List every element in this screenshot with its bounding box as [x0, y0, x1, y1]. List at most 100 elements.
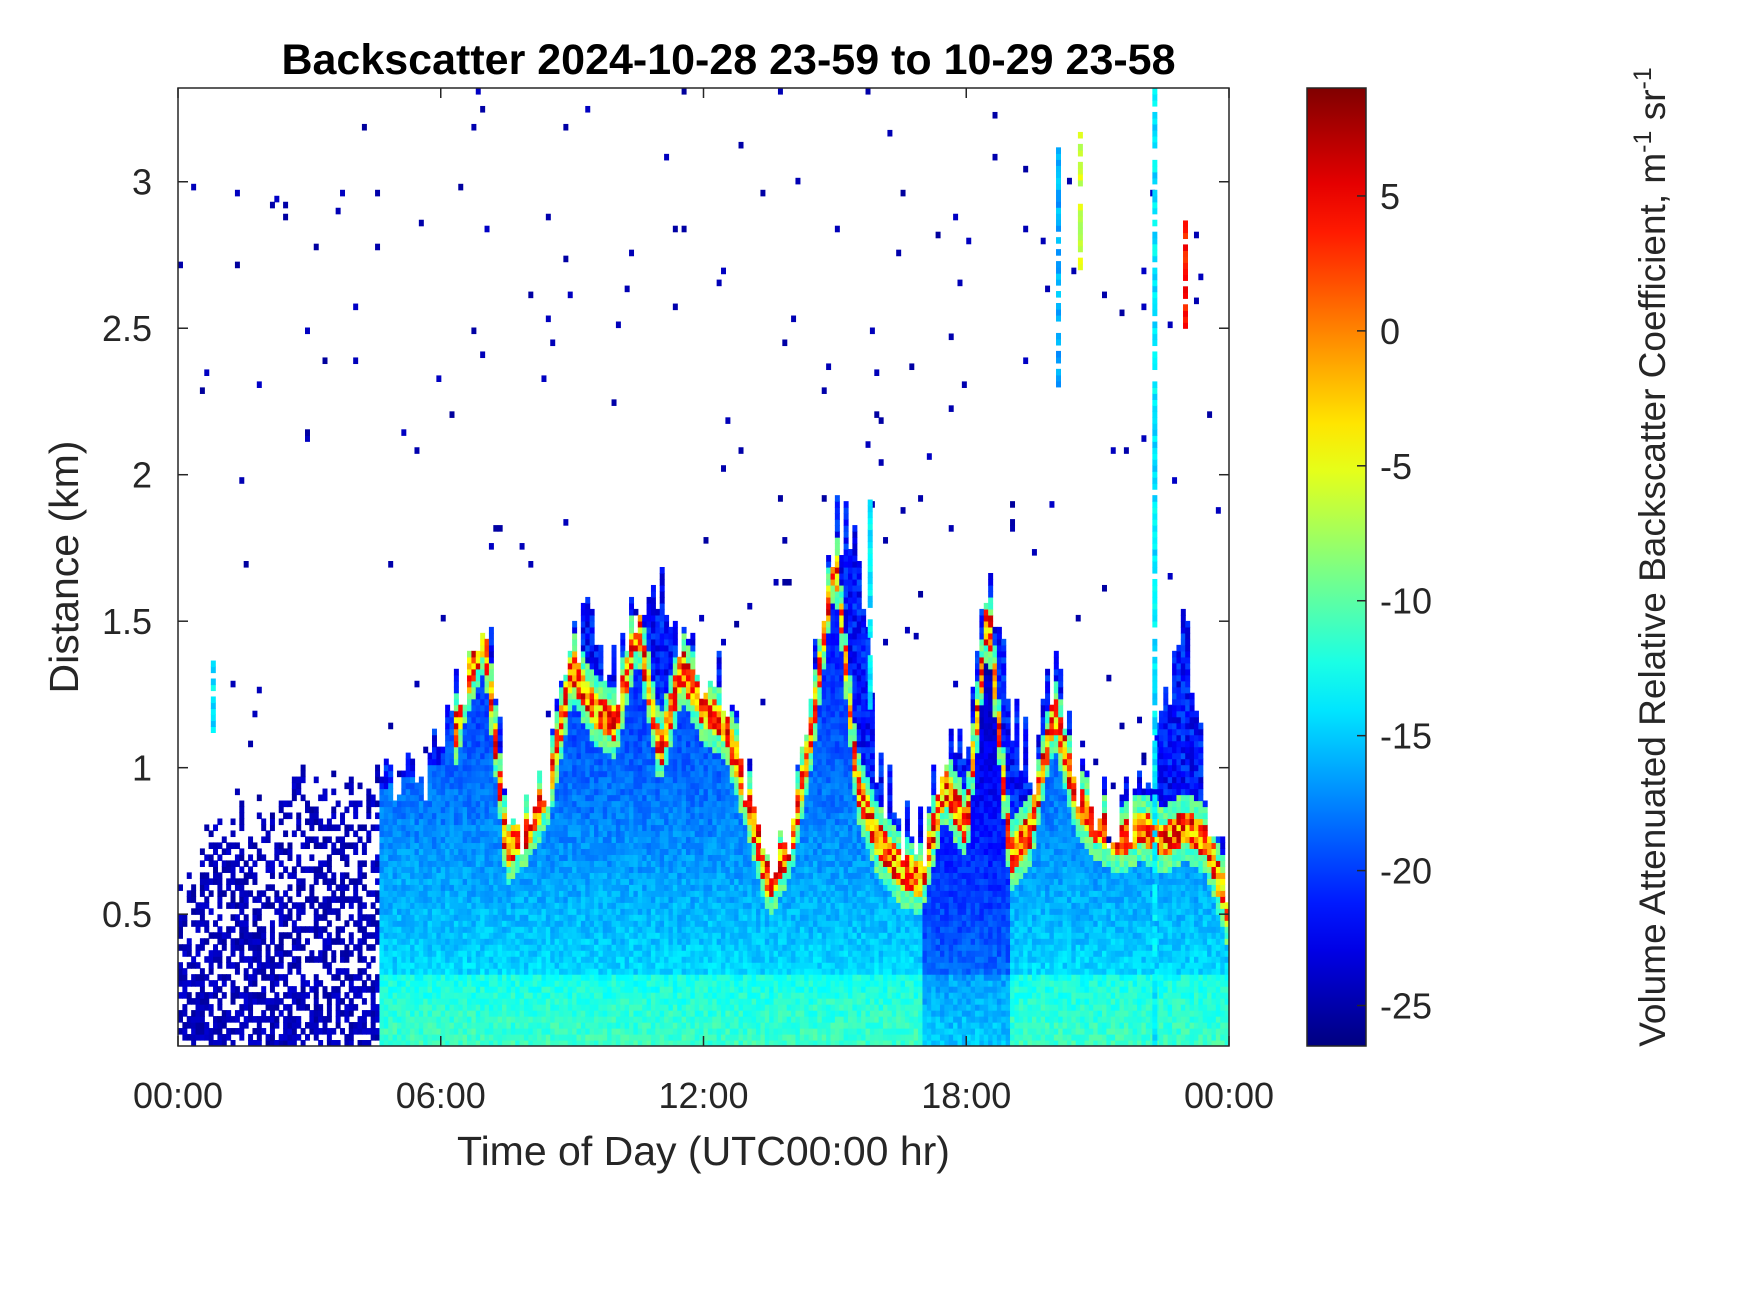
heatmap-cell — [195, 1004, 201, 1011]
heatmap-cell — [449, 908, 455, 915]
heatmap-cell — [445, 992, 451, 999]
heatmap-cell — [480, 1034, 486, 1041]
heatmap-cell — [585, 794, 591, 802]
heatmap-cell — [405, 896, 411, 903]
heatmap-cell — [585, 998, 591, 1005]
heatmap-cell — [659, 800, 665, 808]
heatmap-cell — [637, 956, 643, 963]
heatmap-cell — [506, 1010, 512, 1017]
heatmap-cell — [497, 716, 503, 724]
heatmap-cell — [602, 968, 608, 975]
heatmap-cell — [493, 938, 499, 945]
heatmap-cell — [554, 836, 560, 844]
heatmap-cell — [629, 596, 635, 604]
heatmap-cell — [589, 1010, 595, 1017]
heatmap-cell — [199, 968, 205, 975]
heatmap-cell — [620, 1034, 626, 1041]
heatmap-cell — [580, 998, 586, 1005]
heatmap-cell — [458, 842, 464, 850]
heatmap-cell — [449, 932, 455, 939]
heatmap-cell — [554, 962, 560, 969]
heatmap-cell — [563, 686, 569, 694]
heatmap-cell — [418, 914, 424, 921]
heatmap-cell — [541, 1022, 547, 1029]
heatmap-cell — [541, 1028, 547, 1035]
heatmap-cell — [629, 872, 635, 879]
heatmap-cell — [629, 866, 635, 873]
heatmap-cell — [497, 968, 503, 975]
heatmap-cell — [620, 992, 626, 999]
heatmap-cell — [239, 806, 245, 814]
heatmap-cell — [449, 980, 455, 987]
heatmap-cell — [515, 980, 521, 987]
heatmap-cell — [532, 956, 538, 963]
heatmap-cell — [488, 992, 494, 999]
heatmap-cell — [462, 830, 468, 838]
heatmap-cell — [370, 956, 376, 963]
heatmap-cell — [642, 902, 648, 909]
heatmap-cell — [322, 788, 328, 796]
heatmap-cell — [659, 638, 665, 646]
heatmap-cell — [611, 788, 617, 796]
heatmap-cell — [563, 1010, 569, 1017]
heatmap-cell — [545, 836, 551, 844]
heatmap-cell — [572, 998, 578, 1005]
heatmap-cell — [668, 908, 674, 915]
heatmap-cell — [313, 872, 319, 879]
heatmap-cell — [458, 974, 464, 981]
heatmap-cell — [405, 866, 411, 873]
heatmap-cell — [269, 956, 275, 963]
heatmap-cell — [488, 1004, 494, 1011]
heatmap-cell — [624, 866, 630, 873]
heatmap-cell — [633, 902, 639, 909]
heatmap-cell — [580, 1034, 586, 1041]
heatmap-cell — [370, 920, 376, 927]
heatmap-cell — [243, 1016, 249, 1023]
heatmap-cell — [668, 1040, 674, 1046]
heatmap-cell — [646, 920, 652, 927]
heatmap-cell — [401, 854, 407, 861]
heatmap-cell — [502, 944, 508, 951]
heatmap-cell — [528, 860, 534, 867]
heatmap-cell — [554, 860, 560, 867]
heatmap-cell — [633, 878, 639, 885]
heatmap-cell — [401, 788, 407, 796]
heatmap-cell — [484, 740, 490, 748]
heatmap-cell — [580, 614, 586, 622]
heatmap-cell — [668, 698, 674, 706]
heatmap-cell — [642, 782, 648, 790]
heatmap-cell — [598, 1028, 604, 1035]
heatmap-cell — [528, 561, 534, 568]
heatmap-cell — [615, 788, 621, 796]
heatmap-cell — [554, 1028, 560, 1035]
heatmap-cell — [642, 818, 648, 826]
heatmap-cell — [633, 650, 639, 658]
heatmap-cell — [655, 716, 661, 724]
heatmap-cell — [576, 710, 582, 718]
heatmap-cell — [589, 692, 595, 700]
heatmap-cell — [659, 567, 665, 574]
heatmap-cell — [550, 872, 556, 879]
heatmap-cell — [326, 818, 332, 826]
heatmap-cell — [427, 1028, 433, 1035]
heatmap-cell — [550, 770, 556, 778]
heatmap-cell — [528, 836, 534, 844]
heatmap-cell — [427, 980, 433, 987]
heatmap-cell — [488, 860, 494, 867]
heatmap-cell — [528, 1028, 534, 1035]
heatmap-cell — [488, 926, 494, 933]
heatmap-cell — [370, 860, 376, 867]
heatmap-cell — [523, 800, 529, 808]
heatmap-cell — [383, 980, 389, 987]
heatmap-cell — [449, 878, 455, 885]
heatmap-cell — [629, 794, 635, 802]
heatmap-cell — [431, 974, 437, 981]
heatmap-cell — [558, 746, 564, 754]
heatmap-cell — [261, 938, 267, 945]
heatmap-cell — [344, 950, 350, 957]
heatmap-cell — [519, 950, 525, 957]
heatmap-cell — [480, 710, 486, 718]
heatmap-cell — [234, 878, 240, 885]
heatmap-cell — [506, 926, 512, 933]
heatmap-cell — [326, 944, 332, 951]
